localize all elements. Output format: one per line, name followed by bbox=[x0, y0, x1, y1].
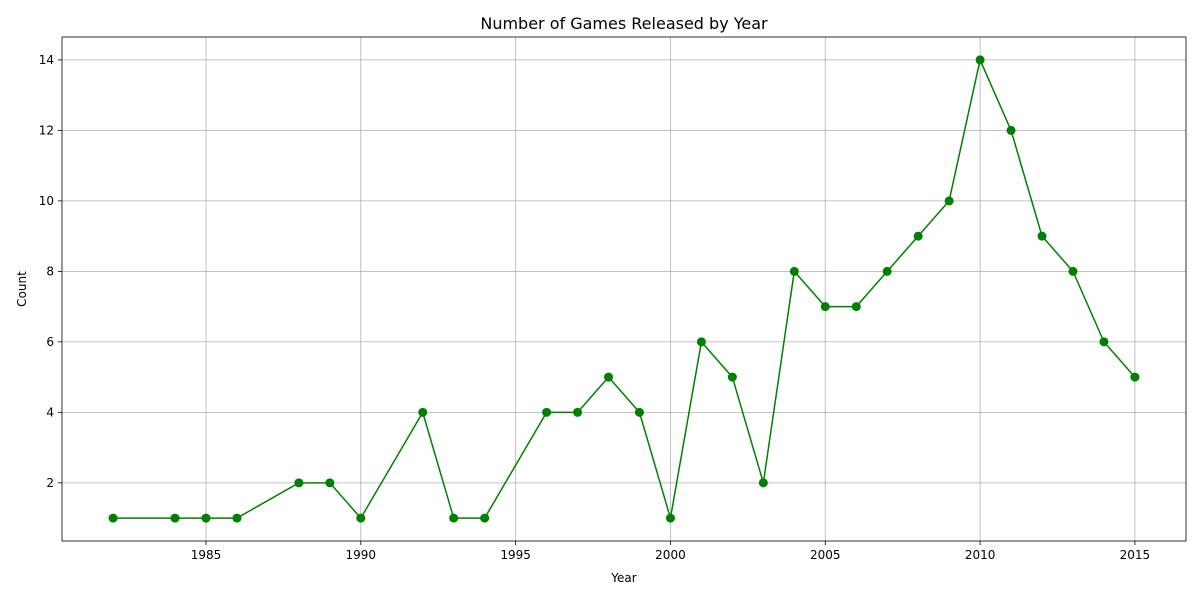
data-point bbox=[418, 407, 428, 417]
y-axis-label: Count bbox=[15, 271, 29, 307]
data-point bbox=[325, 478, 335, 488]
data-point bbox=[232, 513, 242, 523]
y-tick-label: 10 bbox=[39, 194, 54, 208]
data-point bbox=[882, 266, 892, 276]
data-point bbox=[449, 513, 459, 523]
x-tick-label: 2010 bbox=[965, 548, 996, 562]
data-point bbox=[820, 302, 830, 312]
data-point bbox=[1037, 231, 1047, 241]
data-point bbox=[727, 372, 737, 382]
plot-frame bbox=[61, 36, 1187, 542]
grid bbox=[62, 37, 1186, 541]
data-point bbox=[294, 478, 304, 488]
series bbox=[108, 55, 1140, 523]
x-tick-label: 1995 bbox=[500, 548, 531, 562]
data-point bbox=[1006, 125, 1016, 135]
y-tick-label: 8 bbox=[46, 264, 54, 278]
y-tick-label: 4 bbox=[46, 405, 54, 419]
series-line bbox=[113, 57, 1136, 520]
data-point bbox=[696, 337, 706, 347]
chart-title: Number of Games Released by Year bbox=[480, 14, 768, 33]
data-point bbox=[975, 55, 985, 65]
data-point bbox=[573, 407, 583, 417]
y-tick-label: 14 bbox=[39, 53, 54, 67]
data-point bbox=[604, 372, 614, 382]
data-point bbox=[480, 513, 490, 523]
y-tick-label: 6 bbox=[46, 335, 54, 349]
data-point bbox=[542, 407, 552, 417]
data-point bbox=[758, 478, 768, 488]
data-point bbox=[634, 407, 644, 417]
data-point bbox=[1099, 337, 1109, 347]
x-tick-label: 2015 bbox=[1120, 548, 1151, 562]
x-tick-label: 2000 bbox=[655, 548, 686, 562]
axis-ticks: 1985 1990 1995 2000 2005 2010 2015 2 4 6 8 10 12 14 bbox=[39, 53, 1150, 562]
y-tick-label: 2 bbox=[46, 476, 54, 490]
data-point bbox=[1068, 266, 1078, 276]
x-axis-label: Year bbox=[610, 571, 636, 585]
x-tick-label: 1990 bbox=[346, 548, 377, 562]
x-tick-label: 1985 bbox=[191, 548, 222, 562]
data-point bbox=[665, 513, 675, 523]
data-point bbox=[944, 196, 954, 206]
data-point bbox=[913, 231, 923, 241]
data-point bbox=[108, 513, 118, 523]
data-point bbox=[201, 513, 211, 523]
data-point bbox=[1130, 372, 1140, 382]
y-tick-label: 12 bbox=[39, 123, 54, 137]
data-point bbox=[356, 513, 366, 523]
data-point bbox=[170, 513, 180, 523]
x-tick-label: 2005 bbox=[810, 548, 841, 562]
data-point bbox=[789, 266, 799, 276]
data-point bbox=[851, 302, 861, 312]
